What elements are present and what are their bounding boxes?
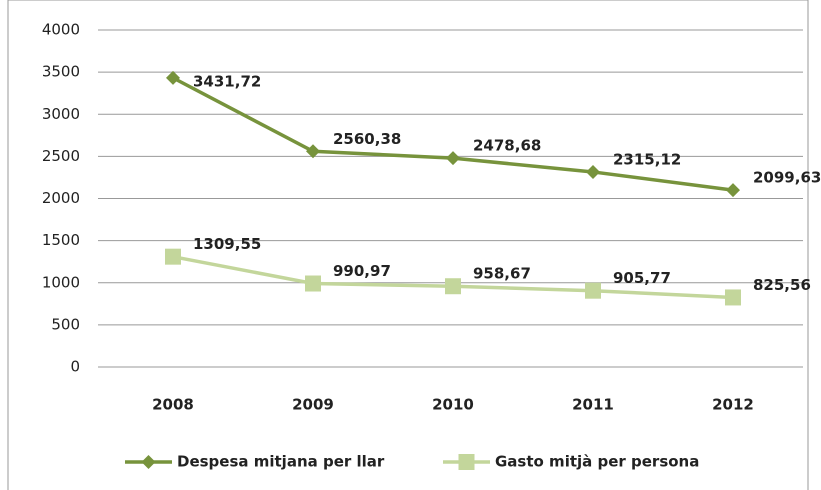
point-marker (446, 151, 460, 166)
y-tick-label: 1500 (42, 231, 80, 249)
data-label: 3431,72 (193, 72, 261, 90)
y-tick-label: 500 (51, 315, 80, 333)
point-marker (166, 70, 180, 85)
y-tick-label: 3500 (42, 63, 80, 81)
data-label: 2315,12 (613, 150, 681, 168)
data-label: 2099,63 (753, 169, 821, 187)
data-label: 958,67 (473, 265, 531, 283)
point-marker (726, 183, 740, 198)
data-label: 2478,68 (473, 137, 541, 155)
point-marker (445, 278, 461, 295)
chart-frame (7, 0, 809, 490)
y-tick-label: 4000 (42, 21, 80, 39)
x-tick-label: 2012 (712, 396, 754, 414)
point-marker (585, 282, 601, 299)
legend-label: Gasto mitjà per persona (495, 453, 699, 471)
y-tick-label: 3000 (42, 105, 80, 123)
point-marker (586, 164, 600, 179)
y-tick-label: 1000 (42, 273, 80, 291)
y-tick-label: 2500 (42, 147, 80, 165)
data-label: 2560,38 (333, 130, 401, 148)
legend-marker (458, 454, 475, 470)
x-tick-label: 2008 (152, 396, 194, 414)
legend-label: Despesa mitjana per llar (177, 453, 385, 471)
x-tick-label: 2010 (432, 396, 474, 414)
x-tick-label: 2011 (572, 396, 614, 414)
data-label: 1309,55 (193, 235, 261, 253)
legend-marker (141, 455, 156, 469)
data-label: 990,97 (333, 262, 391, 280)
y-tick-label: 0 (70, 358, 80, 376)
point-marker (306, 144, 320, 159)
point-marker (725, 289, 741, 306)
y-tick-label: 2000 (42, 189, 80, 207)
data-label: 905,77 (613, 269, 671, 287)
point-marker (305, 275, 321, 292)
x-tick-label: 2009 (292, 396, 334, 414)
data-label: 825,56 (753, 276, 811, 294)
point-marker (165, 248, 181, 265)
